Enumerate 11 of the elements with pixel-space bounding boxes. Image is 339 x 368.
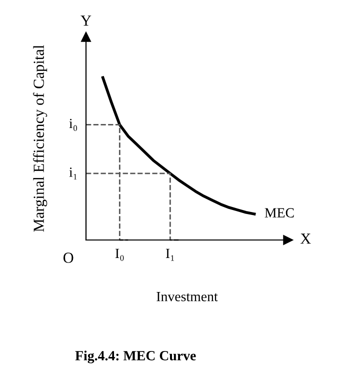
x-tick-label: I₁ — [166, 248, 174, 261]
text: O — [63, 252, 74, 263]
x-tick-label: I₀ — [115, 248, 124, 261]
text: Y — [80, 16, 92, 26]
text: i₁ — [69, 168, 77, 180]
text: Fig.4.4: MEC Curve — [75, 350, 196, 364]
text: i₀ — [69, 118, 78, 131]
series-label: MEC — [264, 208, 294, 218]
x-axis-title: Investment — [156, 292, 218, 302]
text: X — [300, 234, 311, 244]
y-axis-title: Marginal Efficiency of Capital — [33, 45, 48, 232]
